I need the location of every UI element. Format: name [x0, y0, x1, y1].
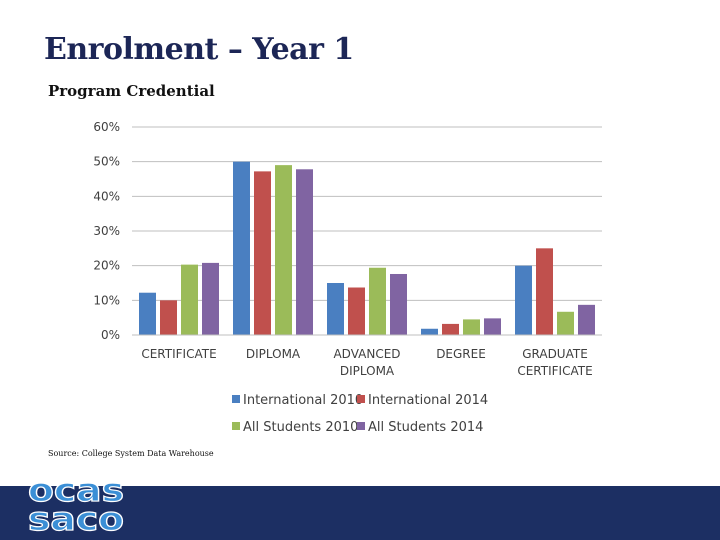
x-tick-label: GRADUATE CERTIFICATE [517, 347, 592, 378]
legend-swatch [232, 422, 240, 430]
legend-swatch [232, 395, 240, 403]
bar [254, 171, 271, 335]
y-tick-label: 40% [93, 189, 120, 203]
footer-band [0, 486, 720, 540]
x-tick-label: DIPLOMA [246, 347, 301, 361]
legend-swatch [357, 422, 365, 430]
ocas-logo: ocas saco [27, 472, 124, 534]
legend-label: All Students 2010 [243, 420, 358, 435]
y-tick-label: 10% [93, 293, 120, 307]
bar [296, 169, 313, 335]
bar [369, 267, 386, 335]
x-tick-label: CERTIFICATE [141, 347, 216, 361]
bar [390, 273, 407, 335]
legend-label: All Students 2014 [368, 420, 483, 435]
bar [515, 265, 532, 335]
bar [421, 328, 438, 335]
y-tick-label: 20% [93, 259, 120, 273]
y-tick-label: 30% [93, 224, 120, 238]
bar-chart: 0% 10% 20% 30% 40% 50% 60% CERTIFICATE DIPLOMA AD… [93, 120, 602, 435]
bar [327, 283, 344, 335]
bar [578, 304, 595, 335]
slide-title: Enrolment – Year 1 [44, 32, 354, 67]
y-tick-label: 60% [93, 120, 120, 134]
bar [463, 319, 480, 335]
bar [275, 165, 292, 335]
bar [139, 292, 156, 335]
bar [557, 311, 574, 335]
legend-label: International 2014 [368, 393, 488, 408]
bar [202, 262, 219, 335]
y-tick-label: 50% [93, 155, 120, 169]
bar [233, 161, 250, 335]
y-tick-label: 0% [101, 328, 120, 342]
bar [536, 248, 553, 335]
source-note: Source: College System Data Warehouse [48, 449, 214, 458]
legend-swatch [357, 395, 365, 403]
bar [442, 323, 459, 335]
x-tick-label: DEGREE [436, 347, 486, 361]
bar [160, 300, 177, 335]
bar [348, 287, 365, 335]
logo-text-top: ocas [28, 472, 124, 509]
bar [484, 318, 501, 335]
chart-subtitle: Program Credential [48, 82, 215, 100]
x-tick-label: ADVANCED DIPLOMA [333, 347, 400, 378]
bar [181, 264, 198, 335]
logo-text-bottom: saco [28, 500, 124, 534]
legend-label: International 2010 [243, 393, 363, 408]
